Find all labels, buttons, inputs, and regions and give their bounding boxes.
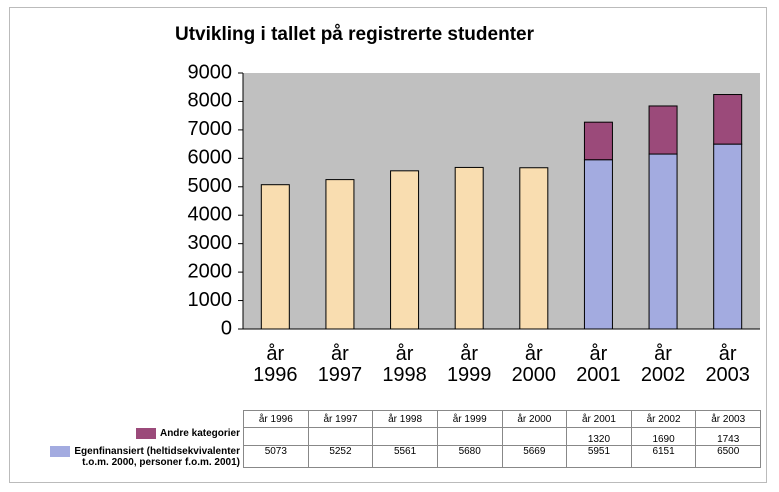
x-tick-label: år 1999	[446, 343, 492, 386]
table-cell	[307, 427, 374, 446]
table-cell: 6500	[695, 444, 761, 469]
frame	[9, 7, 767, 483]
legend-swatch	[135, 427, 156, 439]
table-header: år 2002	[630, 410, 697, 428]
bar	[390, 170, 420, 330]
y-tick-label: 9000	[188, 61, 233, 83]
x-tick-label: år 2003	[705, 343, 750, 386]
table-cell: 5669	[501, 444, 568, 469]
table-header: år 1997	[307, 410, 374, 428]
y-tick-label: 2000	[188, 260, 233, 282]
bar	[713, 143, 743, 330]
table-cell: 1320	[566, 427, 632, 446]
legend-entry: Andre kategorier	[30, 427, 244, 446]
bar	[648, 105, 678, 155]
table-header: år 1998	[372, 410, 438, 428]
x-tick-label: år 1998	[382, 343, 427, 386]
chart-title: Utvikling i tallet på registrerte studen…	[175, 24, 535, 45]
bar	[648, 153, 678, 330]
table-header: år 2001	[566, 410, 632, 428]
x-tick-label: år 1996	[253, 343, 298, 386]
y-tick-label: 5000	[188, 175, 233, 197]
table-cell: 5561	[372, 444, 438, 469]
bar	[454, 166, 484, 330]
x-tick-label: år 2000	[511, 343, 557, 386]
plot-area	[243, 73, 760, 329]
table-cell	[372, 427, 438, 446]
y-tick-label: 7000	[188, 118, 233, 140]
table-cell: 5951	[566, 444, 632, 469]
table-cell: 6151	[630, 444, 697, 469]
y-tick-label: 4000	[188, 204, 233, 226]
bar	[519, 167, 549, 330]
y-tick-label: 8000	[188, 90, 233, 112]
table-cell	[30, 411, 244, 428]
y-tick-label: 0	[221, 317, 232, 339]
table-header: år 2000	[501, 410, 568, 428]
table-cell	[501, 427, 568, 446]
legend-label: Andre kategorier	[159, 427, 240, 439]
y-tick-label: 6000	[188, 147, 233, 169]
x-tick-label: år 2001	[576, 343, 621, 386]
table-header: år 1999	[436, 410, 503, 428]
table-cell: 5073	[243, 444, 309, 469]
legend-entry: Egenfinansiert (heltidsekvivalenter t.o.…	[30, 445, 244, 468]
table-row: Andre kategorier 1320 1690 1743	[30, 427, 761, 446]
bar	[583, 121, 613, 161]
table-cell: 5680	[436, 444, 503, 469]
y-tick-label: 3000	[188, 232, 233, 254]
x-tick-label: år 2002	[640, 343, 686, 386]
table-cell	[436, 427, 503, 446]
y-tick-label: 1000	[188, 289, 233, 311]
legend-label: Egenfinansiert (heltidsekvivalenter t.o.…	[74, 445, 240, 468]
table-header: år 2003	[695, 410, 761, 428]
bar	[260, 184, 290, 330]
table-cell: 1690	[630, 427, 697, 446]
table-cell	[243, 427, 309, 446]
bar	[713, 94, 743, 145]
table-cell: 1743	[695, 427, 761, 446]
table-cell: 5252	[307, 444, 374, 469]
table-row: Egenfinansiert (heltidsekvivalenter t.o.…	[30, 444, 761, 469]
table-header: år 1996	[243, 410, 309, 428]
table-row: år 1996 år 1997 år 1998 år 1999 år 2000 år 20…	[30, 410, 761, 428]
bar	[325, 179, 355, 330]
legend-swatch	[50, 445, 71, 457]
bar	[583, 159, 613, 330]
data-table: år 1996 år 1997 år 1998 år 1999 år 2000 år 20…	[30, 410, 761, 469]
x-tick-label: år 1997	[317, 343, 363, 386]
